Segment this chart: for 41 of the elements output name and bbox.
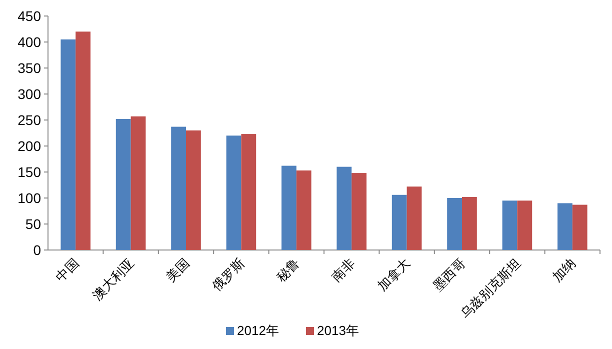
x-tick-label: 加纳 bbox=[550, 256, 579, 285]
x-tick-label: 南非 bbox=[328, 256, 358, 285]
bar bbox=[130, 116, 146, 250]
bar bbox=[336, 166, 352, 250]
x-tick-label: 中国 bbox=[52, 256, 82, 285]
y-tick-label: 100 bbox=[18, 190, 42, 206]
bar bbox=[296, 170, 312, 250]
y-tick-label: 50 bbox=[25, 216, 42, 232]
x-tick-label: 墨西哥 bbox=[430, 256, 468, 294]
x-tick-label: 秘鲁 bbox=[274, 256, 303, 285]
bar bbox=[60, 39, 76, 250]
bar bbox=[76, 32, 91, 250]
x-tick-label: 澳大利亚 bbox=[90, 256, 137, 303]
x-tick-label: 美国 bbox=[163, 256, 192, 285]
y-tick-label: 0 bbox=[33, 242, 42, 258]
bar bbox=[517, 200, 532, 250]
x-tick-label: 俄罗斯 bbox=[209, 256, 248, 294]
bar bbox=[392, 194, 407, 250]
bar bbox=[352, 173, 367, 250]
legend-label: 2012年 bbox=[237, 323, 279, 338]
y-tick-label: 150 bbox=[18, 164, 42, 180]
legend-label: 2013年 bbox=[317, 323, 359, 338]
y-tick-label: 300 bbox=[18, 86, 42, 102]
bar bbox=[502, 200, 518, 250]
bar bbox=[171, 126, 186, 250]
bar bbox=[226, 136, 242, 250]
bar bbox=[462, 196, 477, 250]
y-tick-label: 250 bbox=[18, 112, 42, 128]
bar bbox=[572, 204, 588, 250]
bar bbox=[557, 203, 572, 250]
bar bbox=[116, 118, 131, 250]
x-tick-label: 加拿大 bbox=[374, 256, 413, 294]
bar bbox=[447, 198, 462, 250]
bar bbox=[406, 186, 422, 250]
y-tick-label: 350 bbox=[18, 60, 42, 76]
y-tick-label: 450 bbox=[18, 8, 42, 24]
y-tick-label: 200 bbox=[18, 138, 42, 154]
bar bbox=[281, 166, 296, 250]
bar bbox=[241, 134, 256, 250]
bar bbox=[186, 130, 201, 250]
y-tick-label: 400 bbox=[18, 34, 42, 50]
